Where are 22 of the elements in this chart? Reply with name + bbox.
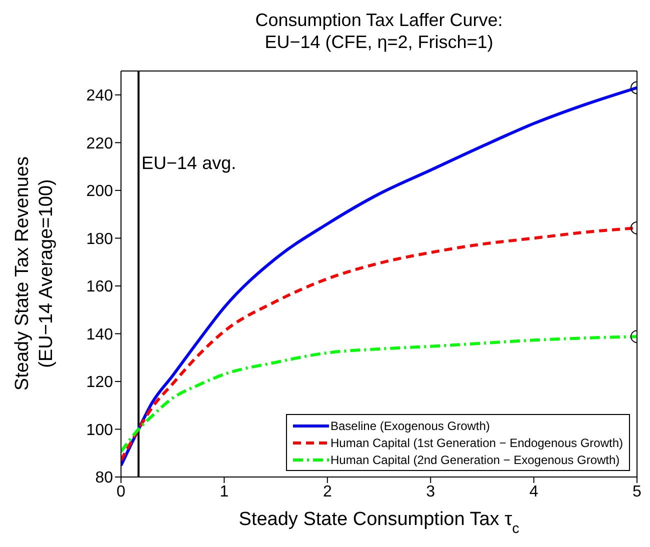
y-tick-label: 180	[86, 230, 114, 248]
x-tick-label: 4	[529, 483, 538, 500]
y-tick-label: 120	[86, 374, 114, 392]
x-tick-label: 5	[632, 483, 642, 500]
y-tick-label: 160	[86, 278, 114, 296]
legend-label: Baseline (Exogenous Growth)	[330, 418, 490, 432]
x-tick-label: 2	[322, 483, 332, 500]
y-tick-label: 80	[95, 470, 114, 487]
y-tick-label: 140	[86, 326, 114, 344]
x-axis-title: Steady State Consumption Tax τ$_{c}$	[238, 509, 520, 537]
y-axis-title: Steady State Tax Revenues (EU−14 Average=100)	[12, 156, 57, 391]
y-tick-label: 200	[86, 183, 114, 200]
legend-label: Human Capital (2nd Generation − Exogenous Growth)	[330, 452, 620, 466]
y-tick-label: 100	[86, 422, 114, 439]
ref-line-label: EU−14 avg.	[142, 152, 236, 173]
y-tick-label: 240	[86, 88, 114, 105]
x-tick-label: 0	[116, 483, 126, 500]
x-tick-label: 3	[426, 483, 436, 500]
chart-title: Consumption Tax Laffer Curve: EU−14 (CFE, η=2, Frisch=1)	[255, 10, 503, 52]
legend-label: Human Capital (1st Generation − Endogenous Growth)	[330, 436, 623, 450]
x-tick-label: 1	[220, 483, 229, 500]
y-tick-label: 220	[86, 135, 114, 152]
